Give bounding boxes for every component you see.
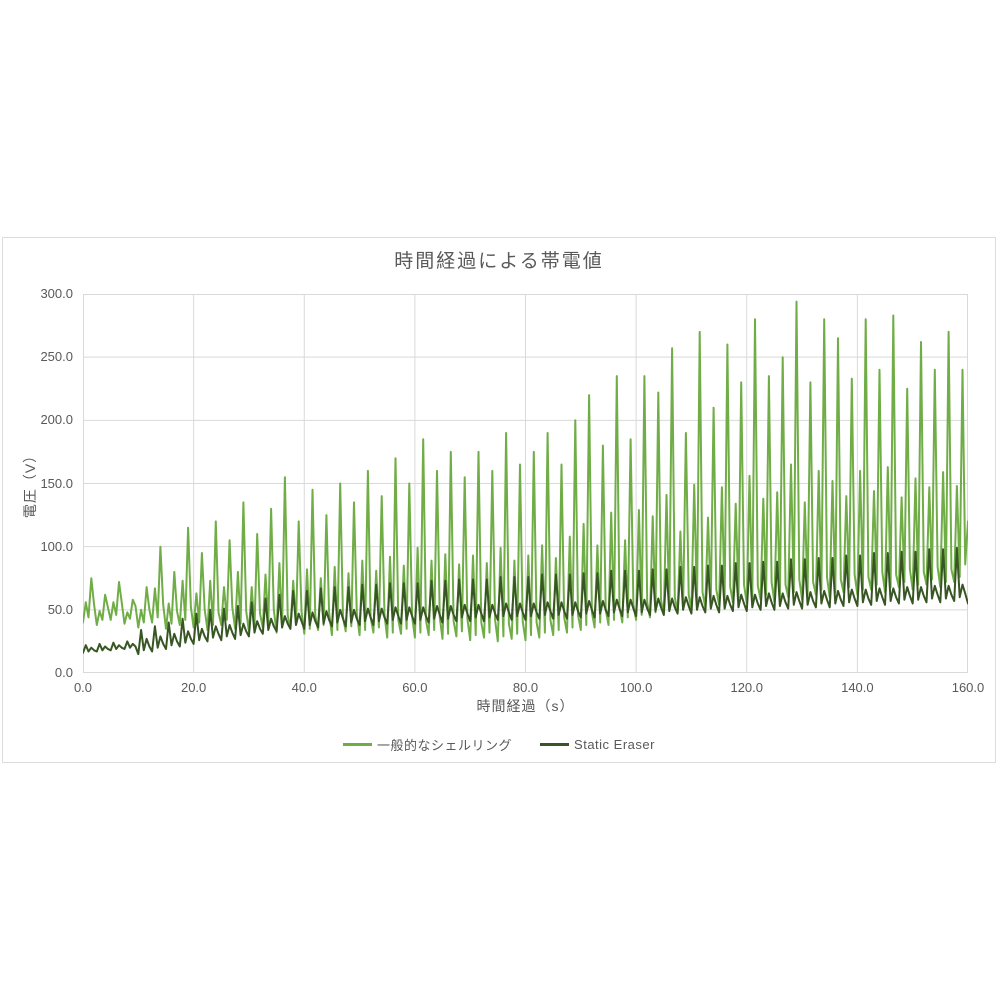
y-axis-tick-label: 0.0 bbox=[54, 665, 73, 680]
x-axis-tick-label: 40.0 bbox=[291, 680, 317, 695]
y-axis-tick-label: 100.0 bbox=[40, 538, 73, 554]
y-axis-tick-label: 50.0 bbox=[47, 601, 73, 617]
y-axis-tick-label: 250.0 bbox=[40, 349, 73, 365]
legend-item-series-1: 一般的なシェルリング bbox=[343, 735, 512, 754]
x-axis-tick-label: 120.0 bbox=[730, 680, 764, 695]
y-axis-tick-label: 300.0 bbox=[40, 286, 73, 301]
legend-label-series-2: Static Eraser bbox=[574, 737, 655, 752]
legend: 一般的なシェルリング Static Eraser bbox=[3, 735, 995, 754]
chart-panel: 時間経過による帯電値 電圧（V） 0.0 50.0 100.0 150.0 200.0 2… bbox=[2, 237, 996, 763]
plot-area bbox=[83, 294, 968, 673]
legend-line-swatch-dark-green bbox=[540, 743, 570, 746]
legend-label-series-1: 一般的なシェルリング bbox=[377, 738, 513, 753]
series-line-2 bbox=[83, 546, 968, 656]
legend-line-swatch-light-green bbox=[343, 743, 373, 746]
x-axis-tick-label: 100.0 bbox=[619, 680, 653, 695]
x-axis-tick-label: 80.0 bbox=[512, 680, 539, 695]
series-line-1 bbox=[83, 300, 968, 643]
y-axis-tick-label: 150.0 bbox=[40, 475, 73, 491]
x-axis-tick-label: 140.0 bbox=[841, 680, 874, 695]
x-axis-tick-label: 0.0 bbox=[73, 680, 93, 695]
x-axis-tick-label: 60.0 bbox=[402, 680, 428, 695]
legend-item-series-2: Static Eraser bbox=[540, 737, 655, 752]
x-axis-tick-label: 20.0 bbox=[180, 680, 207, 695]
chart-title: 時間経過による帯電値 bbox=[394, 251, 604, 272]
x-axis-tick-label: 160.0 bbox=[951, 680, 985, 695]
y-axis-tick-label: 200.0 bbox=[40, 412, 73, 428]
x-axis-title: 時間経過（s） bbox=[476, 698, 575, 714]
